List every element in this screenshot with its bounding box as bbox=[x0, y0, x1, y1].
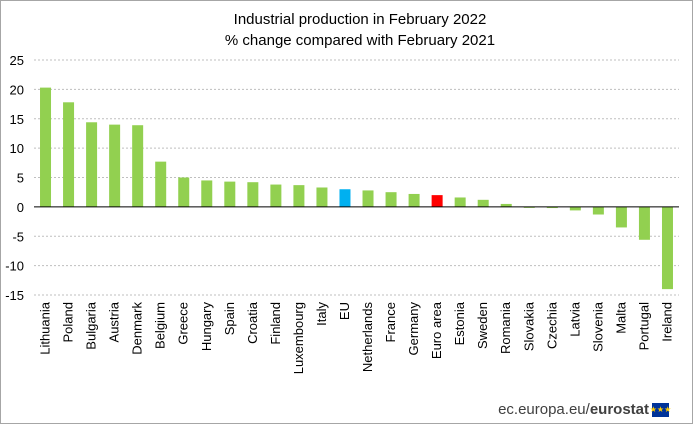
bar-finland bbox=[270, 184, 282, 207]
x-tick-label: Portugal bbox=[636, 302, 651, 351]
x-tick-label: Luxembourg bbox=[291, 302, 306, 374]
bar-eu bbox=[339, 189, 351, 207]
bar-slovenia bbox=[592, 206, 604, 215]
x-tick-label: France bbox=[383, 302, 398, 342]
chart-title: Industrial production in February 2022 bbox=[234, 11, 487, 28]
y-tick-label: 0 bbox=[17, 200, 24, 215]
eu-flag-stars: ★★★ bbox=[649, 404, 672, 414]
x-tick-label: Slovakia bbox=[521, 301, 536, 351]
x-tick-label: Slovenia bbox=[590, 301, 605, 352]
x-tick-label: Croatia bbox=[245, 301, 260, 344]
bar-poland bbox=[63, 102, 75, 207]
chart-subtitle: % change compared with February 2021 bbox=[225, 32, 495, 49]
bar-croatia bbox=[247, 182, 259, 207]
eurostat-brand: eurostat bbox=[589, 401, 649, 418]
bar-germany bbox=[408, 193, 420, 207]
x-tick-label: Czechia bbox=[544, 301, 559, 349]
x-tick-label: Ireland bbox=[659, 302, 674, 342]
bar-sweden bbox=[477, 199, 489, 207]
x-tick-label: Bulgaria bbox=[84, 301, 99, 349]
x-tick-label: Finland bbox=[268, 302, 283, 345]
y-tick-label: 15 bbox=[10, 112, 24, 127]
bar-estonia bbox=[454, 197, 466, 207]
x-tick-label: Greece bbox=[176, 302, 191, 345]
x-tick-label: Lithuania bbox=[38, 301, 53, 355]
bar-greece bbox=[178, 177, 190, 207]
x-tick-label: Latvia bbox=[567, 301, 582, 336]
x-tick-label: Belgium bbox=[153, 302, 168, 349]
bar-belgium bbox=[155, 161, 167, 207]
x-axis: Lithuania Poland Bulgaria Austria Denmark Bel… bbox=[38, 301, 675, 374]
y-tick-label: -5 bbox=[12, 229, 24, 244]
bar-spain bbox=[224, 181, 236, 207]
bar-malta bbox=[615, 206, 627, 228]
x-tick-label: Netherlands bbox=[360, 302, 375, 373]
eu-flag-icon: ★★★ bbox=[649, 402, 672, 417]
x-tick-label: Estonia bbox=[452, 301, 467, 345]
bar-hungary bbox=[201, 180, 213, 207]
y-tick-label: -15 bbox=[5, 288, 24, 303]
x-tick-label: Austria bbox=[107, 301, 122, 342]
footer-source-text: ec.europa.eu/ bbox=[498, 401, 590, 418]
x-tick-label: Romania bbox=[498, 301, 513, 354]
bar-italy bbox=[316, 187, 328, 207]
y-tick-label: 10 bbox=[10, 141, 24, 156]
y-tick-label: 25 bbox=[10, 53, 24, 68]
y-tick-label: -10 bbox=[5, 259, 24, 274]
bars bbox=[34, 87, 679, 290]
bar-lithuania bbox=[40, 87, 52, 207]
bar-czechia bbox=[546, 206, 558, 209]
x-tick-label: Euro area bbox=[429, 301, 444, 359]
bar-bulgaria bbox=[86, 122, 98, 207]
footer-source: ec.europa.eu/eurostat ★★★ bbox=[498, 401, 672, 418]
x-tick-label: Denmark bbox=[130, 302, 145, 355]
bar-netherlands bbox=[362, 190, 374, 207]
x-tick-label: Malta bbox=[613, 301, 628, 334]
bar-luxembourg bbox=[293, 185, 305, 207]
bar-denmark bbox=[132, 125, 144, 207]
x-tick-label: Italy bbox=[314, 302, 329, 326]
bar-portugal bbox=[638, 206, 650, 240]
x-tick-label: Germany bbox=[406, 302, 421, 356]
y-tick-label: 5 bbox=[17, 171, 24, 186]
bar-ireland bbox=[661, 206, 673, 290]
x-tick-label: Spain bbox=[222, 302, 237, 335]
bar-romania bbox=[500, 203, 512, 207]
bar-austria bbox=[109, 124, 121, 207]
bar-france bbox=[385, 192, 397, 207]
x-tick-label: Poland bbox=[61, 302, 76, 342]
y-tick-label: 20 bbox=[10, 82, 24, 97]
gridlines bbox=[34, 59, 679, 296]
bar-euro-area bbox=[431, 195, 443, 207]
x-tick-label: EU bbox=[337, 302, 352, 320]
x-tick-label: Sweden bbox=[475, 302, 490, 349]
x-tick-label: Hungary bbox=[199, 302, 214, 352]
bar-latvia bbox=[569, 206, 581, 211]
y-axis: 25 20 15 10 5 0 -5 -10 -15 bbox=[5, 53, 24, 303]
